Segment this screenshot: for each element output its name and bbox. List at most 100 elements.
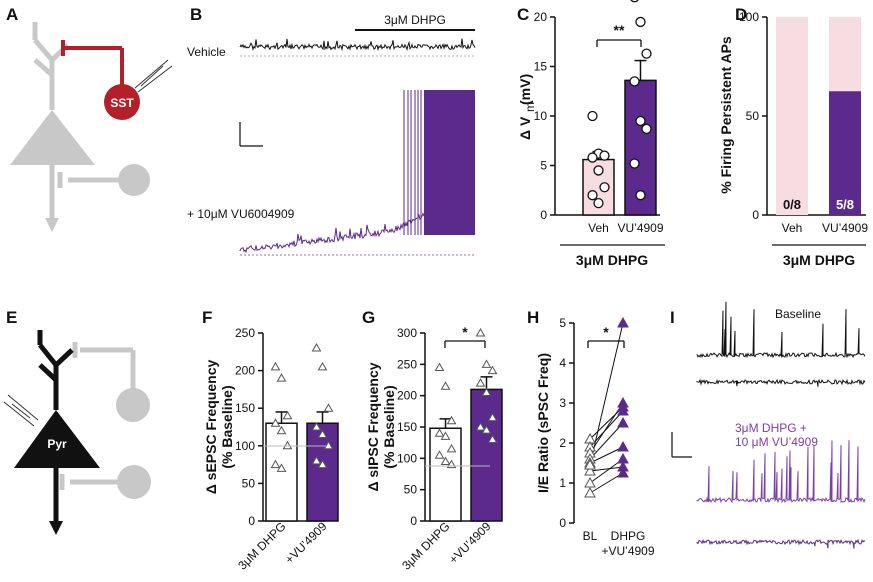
F-point-0-3 xyxy=(270,418,281,427)
G-point-1-5 xyxy=(487,412,498,422)
F-cat-0: 3μM DHPG xyxy=(235,519,288,572)
F-ytick-label-5: 250 xyxy=(235,326,255,340)
C-point-0-6 xyxy=(587,190,598,201)
axon-arrow-gray xyxy=(45,218,59,232)
H-drug-point-1 xyxy=(617,404,629,416)
H-ytick-label-2: 2 xyxy=(559,436,566,450)
baseline-label: Baseline xyxy=(775,307,821,321)
G-ytick-label-2: 100 xyxy=(397,451,417,465)
G-point-1-7 xyxy=(481,425,492,434)
drug-trace-1 xyxy=(696,440,866,504)
drug-trace-2 xyxy=(696,538,866,549)
C-point-1-6 xyxy=(629,158,640,169)
H-drug-point-4 xyxy=(617,440,629,452)
C-point-0-7 xyxy=(593,197,604,209)
C-group-label: 3μM DHPG xyxy=(576,252,648,268)
vehicle-label: Vehicle xyxy=(187,45,226,59)
C-ylabel-unit: (mV) xyxy=(517,74,533,105)
drug-label-i-1: 3μM DHPG + xyxy=(735,421,807,435)
F-point-0-6 xyxy=(270,459,281,469)
panel-letter-f: F xyxy=(202,308,212,327)
H-pair-line-extra xyxy=(589,322,624,466)
panel-letter-i: I xyxy=(670,308,675,327)
F-ytick-label-2: 100 xyxy=(235,439,255,453)
scale-bar-i xyxy=(671,432,692,458)
F-ytick-label-1: 50 xyxy=(242,476,256,490)
panel-i-traces: Baseline 3μM DHPG + 10 μM VU’4909 xyxy=(671,301,866,549)
G-point-1-1 xyxy=(481,359,492,368)
H-ytick-label-4: 4 xyxy=(559,356,566,370)
dendrites-black xyxy=(37,330,74,525)
D-ytick-label-0: 0 xyxy=(752,208,759,222)
C-cat-1: VU’4909 xyxy=(617,221,663,235)
H-drug-point-2 xyxy=(617,396,629,408)
scale-bar xyxy=(239,122,263,147)
sst-label: SST xyxy=(110,96,134,110)
H-drug-point-7 xyxy=(617,466,629,478)
C-ytick-label-4: 20 xyxy=(534,10,548,24)
C-point-1-0 xyxy=(630,0,639,3)
G-bar-0 xyxy=(429,427,462,522)
G-ylabel-1: Δ sIPSC Frequency xyxy=(365,362,381,491)
panel-letter-g: G xyxy=(362,308,375,327)
vehicle-trace xyxy=(239,38,476,52)
drug-label: 3μM DHPG xyxy=(384,13,446,27)
electrode-icon xyxy=(134,59,173,93)
C-point-0-2 xyxy=(599,150,610,161)
C-point-1-7 xyxy=(635,190,646,201)
panel-letter-h: H xyxy=(527,308,539,327)
H-bl-point-5 xyxy=(584,464,596,476)
G-point-1-2 xyxy=(487,365,498,375)
G-ytick-label-3: 150 xyxy=(397,420,417,434)
sst-projection xyxy=(61,40,124,85)
F-ylabel-2: (% Baseline) xyxy=(219,385,235,468)
H-pair-line-4 xyxy=(589,446,624,464)
C-point-0-0 xyxy=(587,110,598,122)
G-ylabel-2: (% Baseline) xyxy=(381,385,397,468)
H-bl-point-8 xyxy=(584,458,596,470)
F-point-1-2 xyxy=(323,403,334,412)
C-ytick-label-1: 5 xyxy=(540,159,547,173)
G-cat-0: 3μM DHPG xyxy=(399,519,452,572)
G-point-0-4 xyxy=(440,431,451,440)
vu-trace xyxy=(239,212,425,254)
H-cat-2: +VU’4909 xyxy=(601,544,654,558)
vu-label: + 10μM VU6004909 xyxy=(187,207,295,221)
G-point-0-5 xyxy=(446,443,457,453)
F-point-1-4 xyxy=(317,429,328,439)
F-point-1-7 xyxy=(317,459,328,469)
sst-neuron xyxy=(104,84,140,120)
D-bar-bg-0 xyxy=(776,17,808,215)
H-cat-0: BL xyxy=(583,529,598,543)
interneuron-gray xyxy=(118,164,150,196)
D-ytick-label-2: 100 xyxy=(739,10,759,24)
electrode-icon-e xyxy=(3,394,39,427)
F-ytick-label-0: 0 xyxy=(248,514,255,528)
panel-letter-a: A xyxy=(6,5,18,24)
H-pair-line-7 xyxy=(589,472,624,494)
axon-arrow xyxy=(49,521,63,535)
H-significance: * xyxy=(603,324,609,340)
H-cat-1: DHPG xyxy=(611,529,646,543)
F-bar-1 xyxy=(306,422,339,522)
G-bar-1 xyxy=(470,388,503,522)
panel-letter-c: C xyxy=(517,5,529,24)
H-pair-line-3 xyxy=(589,422,624,460)
F-ytick-label-3: 150 xyxy=(235,401,255,415)
chart-g: 0 50 100 150 200 250 300 3μM DHPG+VU’4909 Δ sIPS… xyxy=(365,324,503,573)
F-point-1-0 xyxy=(311,343,322,352)
pyr-label: Pyr xyxy=(47,437,67,451)
C-point-0-5 xyxy=(599,182,610,193)
panel-b-traces: 3μM DHPG Vehicle + 10μM VU6004909 xyxy=(187,13,476,256)
drug-label-i-2: 10 μM VU’4909 xyxy=(735,435,818,449)
F-point-0-2 xyxy=(282,410,293,420)
C-point-1-5 xyxy=(641,123,652,135)
G-point-0-7 xyxy=(440,456,451,465)
panel-letter-e: E xyxy=(6,308,17,327)
chart-c: 0 5 10 15 20 Veh VU’4909 Δ V m (mV) ** 3μM DHPG xyxy=(517,0,665,268)
H-ytick-label-1: 1 xyxy=(559,476,566,490)
F-cat-1: +VU’4909 xyxy=(282,519,330,567)
G-ytick-label-5: 250 xyxy=(397,357,417,371)
panel-e-diagram: Pyr xyxy=(3,330,151,535)
